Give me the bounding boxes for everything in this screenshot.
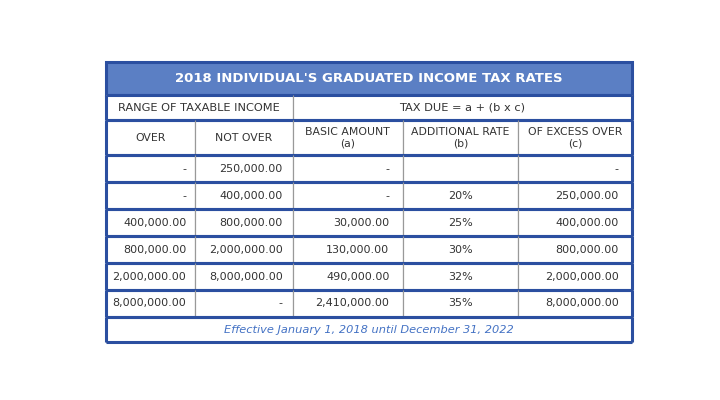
Bar	[106, 95, 292, 120]
Text: 800,000.00: 800,000.00	[220, 218, 283, 228]
Text: 20%: 20%	[448, 191, 473, 201]
Bar	[292, 95, 632, 120]
Text: OVER: OVER	[135, 133, 166, 143]
Bar	[518, 209, 632, 236]
Bar	[402, 182, 518, 209]
Text: 400,000.00: 400,000.00	[123, 218, 186, 228]
Bar	[292, 120, 402, 156]
Text: NOT OVER: NOT OVER	[215, 133, 273, 143]
Bar	[292, 156, 402, 182]
Bar	[292, 236, 402, 263]
Text: 2,000,000.00: 2,000,000.00	[545, 272, 618, 282]
Bar	[106, 62, 632, 95]
Text: BASIC AMOUNT
(a): BASIC AMOUNT (a)	[305, 127, 390, 149]
Bar	[402, 290, 518, 317]
Text: 30%: 30%	[448, 245, 473, 255]
Bar	[292, 209, 402, 236]
Text: OF EXCESS OVER
(c): OF EXCESS OVER (c)	[528, 127, 623, 149]
Text: 250,000.00: 250,000.00	[555, 191, 618, 201]
Bar	[106, 182, 195, 209]
Text: -: -	[385, 164, 390, 174]
Text: 2,000,000.00: 2,000,000.00	[112, 272, 186, 282]
Bar	[195, 236, 292, 263]
Text: RANGE OF TAXABLE INCOME: RANGE OF TAXABLE INCOME	[118, 102, 280, 112]
Text: TAX DUE = a + (b x c): TAX DUE = a + (b x c)	[400, 102, 526, 112]
Bar	[106, 317, 632, 342]
Text: 800,000.00: 800,000.00	[555, 245, 618, 255]
Bar	[402, 120, 518, 156]
Text: -: -	[182, 191, 186, 201]
Text: 8,000,000.00: 8,000,000.00	[209, 272, 283, 282]
Bar	[195, 290, 292, 317]
Bar	[518, 236, 632, 263]
Text: 400,000.00: 400,000.00	[220, 191, 283, 201]
Bar	[195, 209, 292, 236]
Text: 130,000.00: 130,000.00	[326, 245, 390, 255]
Text: -: -	[615, 164, 618, 174]
Text: 2,000,000.00: 2,000,000.00	[209, 245, 283, 255]
Bar	[195, 120, 292, 156]
Text: 25%: 25%	[448, 218, 473, 228]
Text: 2018 INDIVIDUAL'S GRADUATED INCOME TAX RATES: 2018 INDIVIDUAL'S GRADUATED INCOME TAX R…	[175, 72, 563, 85]
Text: 400,000.00: 400,000.00	[555, 218, 618, 228]
Text: -: -	[279, 298, 283, 308]
Bar	[106, 236, 195, 263]
Bar	[518, 120, 632, 156]
Bar	[106, 263, 195, 290]
Bar	[195, 263, 292, 290]
Bar	[518, 182, 632, 209]
Bar	[106, 120, 195, 156]
Text: 32%: 32%	[448, 272, 473, 282]
Bar	[195, 156, 292, 182]
Text: -: -	[385, 191, 390, 201]
Text: -: -	[182, 164, 186, 174]
Bar	[518, 263, 632, 290]
Text: ADDITIONAL RATE
(b): ADDITIONAL RATE (b)	[411, 127, 510, 149]
Text: 8,000,000.00: 8,000,000.00	[545, 298, 618, 308]
Text: 35%: 35%	[448, 298, 473, 308]
Bar	[292, 263, 402, 290]
Text: 2,410,000.00: 2,410,000.00	[315, 298, 390, 308]
Bar	[106, 209, 195, 236]
Text: 250,000.00: 250,000.00	[220, 164, 283, 174]
Bar	[106, 290, 195, 317]
Text: Effective January 1, 2018 until December 31, 2022: Effective January 1, 2018 until December…	[224, 324, 514, 334]
Bar	[402, 263, 518, 290]
Text: 800,000.00: 800,000.00	[123, 245, 186, 255]
Bar	[106, 156, 195, 182]
Bar	[292, 290, 402, 317]
Text: 30,000.00: 30,000.00	[333, 218, 390, 228]
Bar	[518, 156, 632, 182]
Bar	[402, 209, 518, 236]
Bar	[518, 290, 632, 317]
Bar	[402, 156, 518, 182]
Text: 490,000.00: 490,000.00	[326, 272, 390, 282]
Bar	[292, 182, 402, 209]
Bar	[195, 182, 292, 209]
Bar	[402, 236, 518, 263]
Text: 8,000,000.00: 8,000,000.00	[112, 298, 186, 308]
